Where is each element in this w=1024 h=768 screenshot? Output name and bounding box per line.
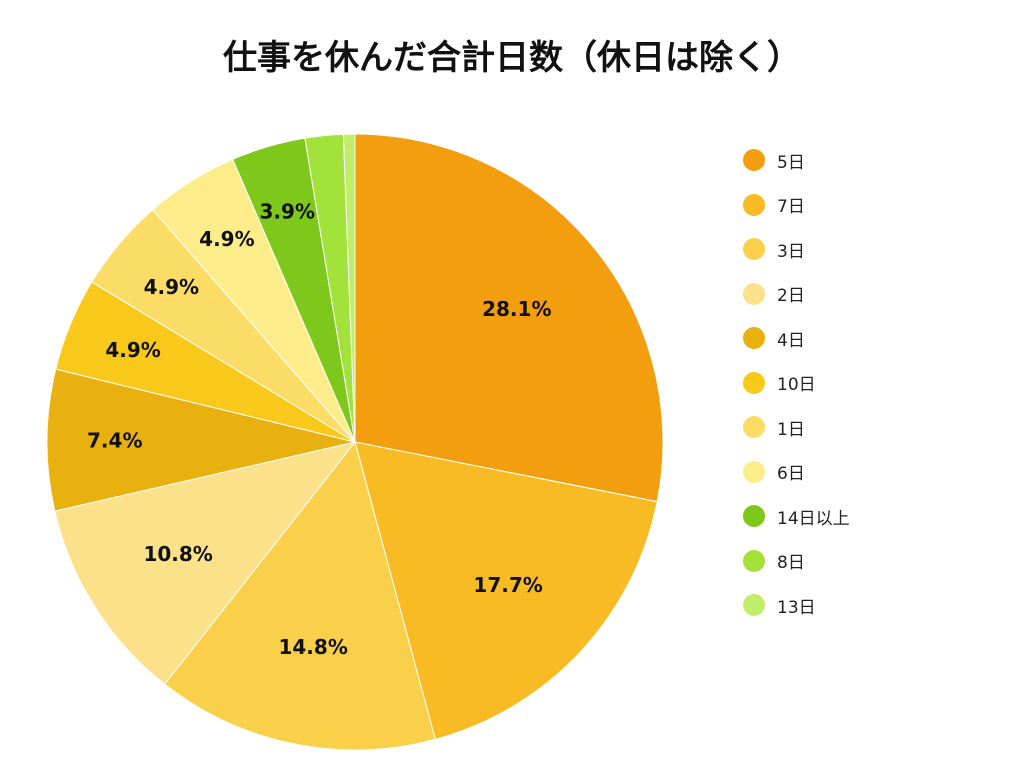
legend-label: 14日以上	[777, 508, 850, 529]
legend-item: 3日	[743, 227, 850, 272]
slice-label: 10.8%	[143, 542, 212, 566]
legend-swatch-icon	[743, 238, 765, 261]
legend-item: 13日	[743, 583, 850, 628]
pie-slice	[54, 441, 357, 685]
legend-label: 5日	[777, 152, 805, 173]
pie-slice	[342, 133, 356, 443]
legend-item: 6日	[743, 450, 850, 495]
legend-label: 13日	[777, 597, 816, 618]
slice-label: 4.9%	[144, 275, 199, 299]
legend-item: 14日以上	[743, 494, 850, 539]
slice-label: 17.7%	[473, 573, 542, 597]
legend-swatch-icon	[743, 549, 765, 572]
legend-label: 8日	[777, 553, 805, 574]
legend-item: 4日	[743, 316, 850, 361]
legend-label: 4日	[777, 330, 805, 351]
legend-swatch-icon	[743, 594, 765, 617]
legend-item: 1日	[743, 405, 850, 450]
legend-item: 10日	[743, 361, 850, 406]
slice-label: 4.9%	[105, 338, 160, 362]
pie-slice	[354, 441, 658, 740]
slice-label: 3.9%	[260, 200, 315, 224]
legend: 5日 7日 3日 2日 4日 10日 1日 6日 14日以上 8日 13日	[743, 138, 850, 628]
legend-label: 10日	[777, 375, 816, 396]
slice-label: 4.9%	[199, 227, 254, 251]
chart-title: 仕事を休んだ合計日数（休日は除く）	[223, 38, 801, 78]
slice-label: 28.1%	[482, 297, 551, 321]
legend-item: 8日	[743, 539, 850, 584]
legend-swatch-icon	[743, 505, 765, 528]
legend-label: 6日	[777, 464, 805, 485]
pie-slice	[163, 440, 436, 751]
legend-swatch-icon	[743, 416, 765, 439]
legend-item: 2日	[743, 272, 850, 317]
legend-label: 7日	[777, 197, 805, 218]
legend-swatch-icon	[743, 327, 765, 350]
legend-swatch-icon	[743, 149, 765, 172]
slice-label: 14.8%	[278, 635, 347, 659]
pie-slice	[46, 368, 356, 512]
legend-label: 2日	[777, 286, 805, 307]
legend-swatch-icon	[743, 371, 765, 394]
legend-item: 5日	[743, 138, 850, 183]
legend-label: 3日	[777, 241, 805, 262]
pie-slice	[354, 133, 664, 503]
legend-swatch-icon	[743, 460, 765, 483]
legend-swatch-icon	[743, 282, 765, 305]
slice-label: 7.4%	[87, 428, 142, 452]
legend-label: 1日	[777, 419, 805, 440]
legend-item: 7日	[743, 183, 850, 228]
legend-swatch-icon	[743, 193, 765, 216]
